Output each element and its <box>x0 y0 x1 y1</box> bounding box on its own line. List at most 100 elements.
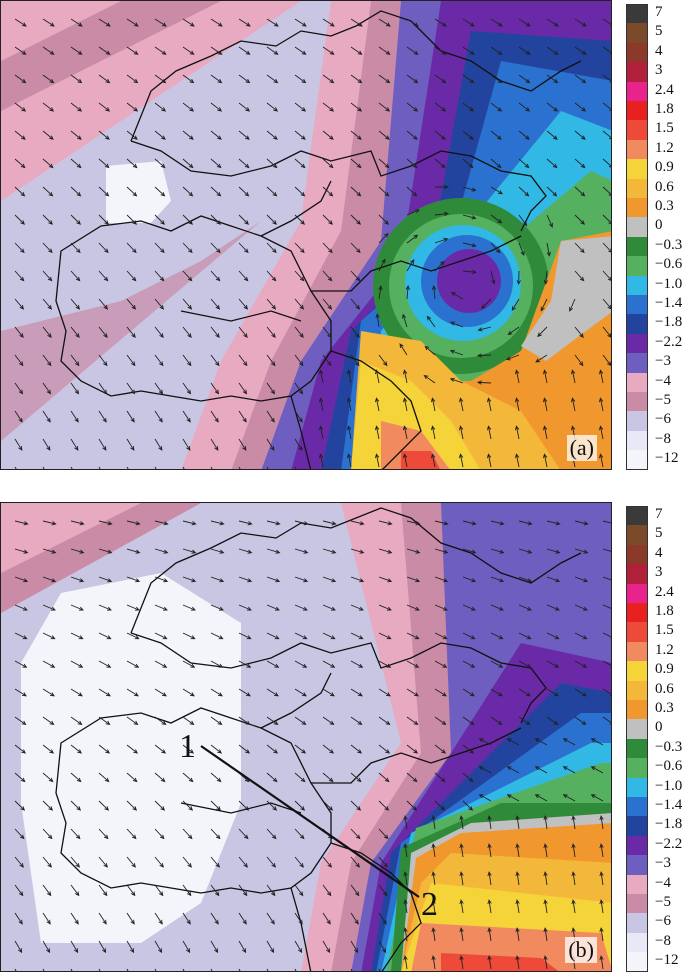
colorbar-tick-label: −0.6 <box>655 758 683 775</box>
wind-arrow <box>238 354 248 367</box>
wind-arrow <box>459 927 464 942</box>
wind-arrow <box>543 955 548 970</box>
cross-section-end-label: 2 <box>421 886 438 923</box>
wind-arrow <box>210 912 219 925</box>
wind-arrow <box>98 270 109 282</box>
wind-arrow <box>266 632 280 640</box>
wind-arrow <box>602 576 611 581</box>
wind-arrow <box>238 604 252 611</box>
wind-arrow <box>434 184 450 190</box>
wind-arrow <box>322 912 331 925</box>
wind-arrow <box>378 548 393 554</box>
map-canvas-b: 1 2 <box>1 503 611 971</box>
wind-arrow <box>322 688 335 697</box>
wind-arrow <box>574 520 589 526</box>
wind-arrow <box>350 326 360 338</box>
colorbar-swatch <box>626 603 648 623</box>
wind-arrow <box>238 576 253 583</box>
wind-arrow <box>98 382 108 395</box>
wind-arrow <box>518 18 531 27</box>
wind-arrow <box>210 270 221 282</box>
wind-arrow <box>210 46 223 55</box>
wind-arrow <box>42 716 55 726</box>
wind-arrow <box>602 604 611 611</box>
wind-arrow <box>322 744 335 754</box>
wind-arrow <box>462 158 474 169</box>
wind-arrow <box>210 576 225 583</box>
wind-arrow <box>210 800 222 811</box>
wind-arrow <box>294 102 307 112</box>
wind-arrow <box>574 102 587 112</box>
wind-arrow <box>406 772 418 783</box>
wind-arrow <box>126 660 140 668</box>
wind-arrow <box>126 46 139 55</box>
colorbar-tick-label: 0.9 <box>655 661 674 678</box>
wind-arrow <box>322 158 334 169</box>
wind-arrow <box>266 968 269 971</box>
wind-arrow <box>478 794 492 802</box>
wind-arrow <box>490 74 503 84</box>
wind-arrow <box>602 716 611 725</box>
wind-arrow <box>14 102 27 112</box>
wind-arrow <box>506 794 520 802</box>
wind-arrow <box>266 856 276 868</box>
wind-arrow <box>238 270 249 282</box>
colorbar-tick-label: 0 <box>655 217 663 234</box>
wind-arrow <box>98 632 112 640</box>
wind-arrow <box>126 326 136 338</box>
wind-arrow <box>154 632 168 640</box>
wind-arrow <box>210 130 222 140</box>
wind-arrow <box>378 186 390 197</box>
wind-arrow <box>378 772 390 783</box>
wind-arrow <box>98 744 111 754</box>
wind-arrow <box>14 270 25 282</box>
wind-arrow <box>14 438 23 451</box>
wind-arrow <box>98 158 110 169</box>
wind-arrow <box>42 46 55 55</box>
wind-arrow <box>294 828 305 840</box>
wind-arrow <box>487 955 492 970</box>
wind-arrow <box>182 520 197 526</box>
wind-arrow <box>182 102 195 112</box>
wind-arrow <box>434 260 445 272</box>
wind-arrow <box>210 940 219 954</box>
wind-arrow <box>543 899 548 914</box>
wind-arrow <box>602 46 611 55</box>
wind-arrow <box>98 940 107 954</box>
wind-arrow <box>126 884 136 897</box>
wind-arrow <box>426 315 436 328</box>
wind-arrow <box>406 576 421 583</box>
colorbar-swatch <box>626 564 648 584</box>
wind-arrow <box>434 158 446 169</box>
boundary-lines-b <box>55 507 582 971</box>
wind-arrow <box>210 186 222 197</box>
wind-arrow <box>98 74 111 84</box>
wind-arrow <box>294 604 308 611</box>
wind-arrow <box>462 186 477 192</box>
colorbar-tick-label: 1.2 <box>655 139 674 156</box>
wind-arrow <box>569 298 576 312</box>
wind-arrow <box>98 214 110 225</box>
wind-arrow <box>126 520 141 526</box>
wind-arrow <box>14 576 29 583</box>
wind-arrow <box>266 354 276 367</box>
wind-arrow <box>378 285 383 300</box>
wind-arrow <box>378 968 381 971</box>
wind-arrow <box>515 815 520 830</box>
wind-arrow <box>294 130 306 140</box>
wind-arrow <box>70 604 84 611</box>
wind-arrow <box>70 382 80 395</box>
wind-arrow <box>42 828 53 840</box>
colorbar-tick-label: −12 <box>655 952 679 969</box>
colorbar-swatch <box>626 797 648 817</box>
wind-arrow <box>574 716 587 726</box>
wind-arrow <box>490 632 504 640</box>
wind-arrow <box>14 716 27 726</box>
wind-arrow <box>574 214 586 225</box>
colorbar-swatch <box>626 525 648 545</box>
wind-arrow <box>378 604 392 611</box>
wind-arrow <box>42 354 52 367</box>
colorbar-swatch <box>626 217 648 237</box>
wind-arrow <box>210 382 220 395</box>
wind-arrow <box>14 354 24 367</box>
